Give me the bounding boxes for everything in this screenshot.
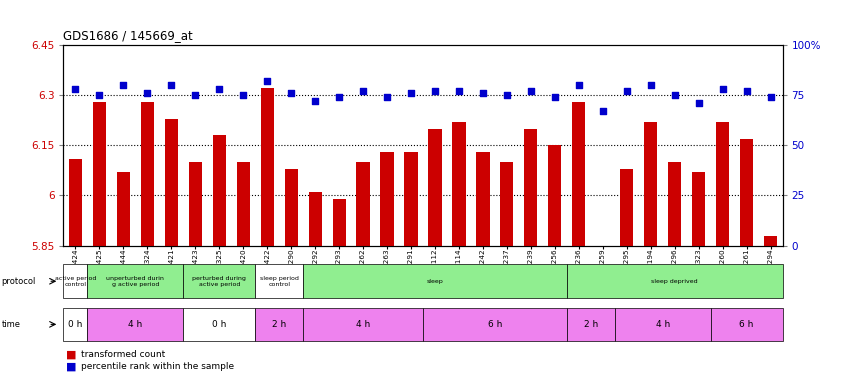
Text: protocol: protocol: [2, 277, 36, 286]
Bar: [212, 135, 226, 246]
Point: [356, 88, 370, 94]
Bar: [644, 122, 657, 246]
Bar: [764, 236, 777, 246]
Point: [164, 82, 178, 88]
Point: [284, 90, 298, 96]
Text: 6 h: 6 h: [739, 320, 754, 329]
Point: [189, 92, 202, 98]
Bar: [356, 162, 370, 246]
Bar: [548, 145, 562, 246]
Text: 2 h: 2 h: [584, 320, 598, 329]
Bar: [567, 308, 615, 341]
Bar: [69, 159, 82, 246]
Point: [212, 86, 226, 92]
Bar: [500, 162, 514, 246]
Point: [308, 98, 321, 104]
Text: 4 h: 4 h: [356, 320, 371, 329]
Text: 0 h: 0 h: [69, 320, 83, 329]
Bar: [692, 172, 706, 246]
Bar: [184, 264, 255, 298]
Point: [620, 88, 634, 94]
Point: [117, 82, 130, 88]
Bar: [63, 264, 87, 298]
Bar: [284, 169, 298, 246]
Point: [644, 82, 657, 88]
Point: [404, 90, 418, 96]
Bar: [87, 264, 184, 298]
Text: 2 h: 2 h: [272, 320, 286, 329]
Bar: [93, 102, 106, 246]
Bar: [428, 129, 442, 246]
Bar: [381, 152, 393, 246]
Point: [261, 78, 274, 84]
Text: sleep period
control: sleep period control: [260, 276, 299, 286]
Bar: [525, 129, 537, 246]
Text: 0 h: 0 h: [212, 320, 227, 329]
Bar: [63, 308, 87, 341]
Bar: [140, 102, 154, 246]
Bar: [423, 308, 567, 341]
Point: [476, 90, 490, 96]
Bar: [740, 139, 753, 246]
Point: [739, 88, 753, 94]
Text: GDS1686 / 145669_at: GDS1686 / 145669_at: [63, 30, 193, 42]
Bar: [620, 169, 634, 246]
Point: [140, 90, 154, 96]
Point: [500, 92, 514, 98]
Point: [92, 92, 106, 98]
Bar: [668, 162, 681, 246]
Bar: [572, 102, 585, 246]
Bar: [165, 118, 178, 246]
Point: [572, 82, 585, 88]
Bar: [615, 308, 711, 341]
Text: 4 h: 4 h: [129, 320, 142, 329]
Bar: [255, 308, 303, 341]
Bar: [87, 308, 184, 341]
Text: unperturbed durin
g active period: unperturbed durin g active period: [107, 276, 164, 286]
Bar: [117, 172, 130, 246]
Text: percentile rank within the sample: percentile rank within the sample: [81, 362, 234, 371]
Bar: [716, 122, 729, 246]
Bar: [255, 264, 303, 298]
Text: 4 h: 4 h: [656, 320, 670, 329]
Bar: [567, 264, 783, 298]
Text: perturbed during
active period: perturbed during active period: [192, 276, 246, 286]
Text: active period
control: active period control: [55, 276, 96, 286]
Bar: [404, 152, 418, 246]
Bar: [303, 308, 423, 341]
Text: sleep deprived: sleep deprived: [651, 279, 698, 284]
Point: [764, 94, 777, 100]
Point: [380, 94, 393, 100]
Point: [452, 88, 465, 94]
Bar: [476, 152, 490, 246]
Point: [716, 86, 729, 92]
Text: transformed count: transformed count: [81, 350, 166, 359]
Text: sleep: sleep: [426, 279, 443, 284]
Point: [236, 92, 250, 98]
Text: ■: ■: [66, 350, 76, 359]
Bar: [237, 162, 250, 246]
Point: [69, 86, 82, 92]
Bar: [453, 122, 465, 246]
Bar: [184, 308, 255, 341]
Point: [667, 92, 681, 98]
Text: 6 h: 6 h: [488, 320, 502, 329]
Bar: [303, 264, 567, 298]
Bar: [309, 192, 321, 246]
Bar: [711, 308, 783, 341]
Bar: [189, 162, 202, 246]
Point: [332, 94, 346, 100]
Text: time: time: [2, 320, 20, 329]
Point: [596, 108, 609, 114]
Point: [428, 88, 442, 94]
Point: [524, 88, 537, 94]
Point: [548, 94, 562, 100]
Point: [692, 100, 706, 106]
Bar: [261, 88, 274, 246]
Text: ■: ■: [66, 362, 76, 372]
Bar: [332, 199, 346, 246]
